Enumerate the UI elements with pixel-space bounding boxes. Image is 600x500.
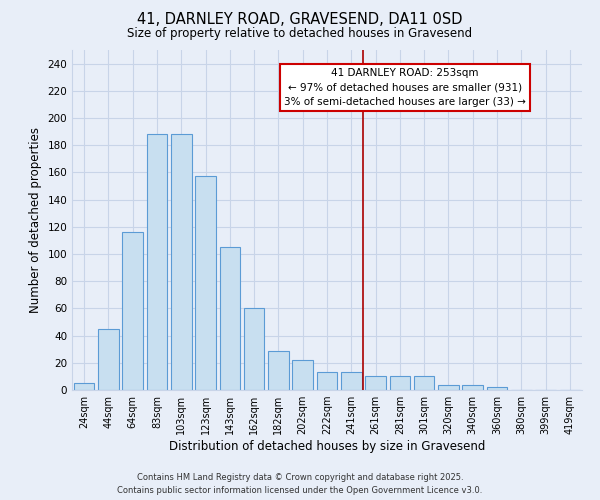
Bar — [98, 329, 119, 390]
Y-axis label: Number of detached properties: Number of detached properties — [29, 127, 42, 313]
Bar — [341, 372, 362, 390]
Bar — [122, 232, 143, 390]
Bar — [438, 384, 459, 390]
Text: Contains HM Land Registry data © Crown copyright and database right 2025.
Contai: Contains HM Land Registry data © Crown c… — [118, 474, 482, 495]
Bar — [74, 383, 94, 390]
Text: 41 DARNLEY ROAD: 253sqm
← 97% of detached houses are smaller (931)
3% of semi-de: 41 DARNLEY ROAD: 253sqm ← 97% of detache… — [284, 68, 526, 108]
Bar — [317, 372, 337, 390]
Bar — [365, 376, 386, 390]
Text: 41, DARNLEY ROAD, GRAVESEND, DA11 0SD: 41, DARNLEY ROAD, GRAVESEND, DA11 0SD — [137, 12, 463, 28]
Bar — [244, 308, 265, 390]
Bar — [195, 176, 216, 390]
Bar — [220, 247, 240, 390]
Text: Size of property relative to detached houses in Gravesend: Size of property relative to detached ho… — [127, 28, 473, 40]
Bar — [389, 376, 410, 390]
Bar — [463, 384, 483, 390]
Bar — [171, 134, 191, 390]
Bar — [414, 376, 434, 390]
Bar — [292, 360, 313, 390]
Bar — [268, 350, 289, 390]
Bar — [487, 388, 508, 390]
X-axis label: Distribution of detached houses by size in Gravesend: Distribution of detached houses by size … — [169, 440, 485, 453]
Bar — [146, 134, 167, 390]
